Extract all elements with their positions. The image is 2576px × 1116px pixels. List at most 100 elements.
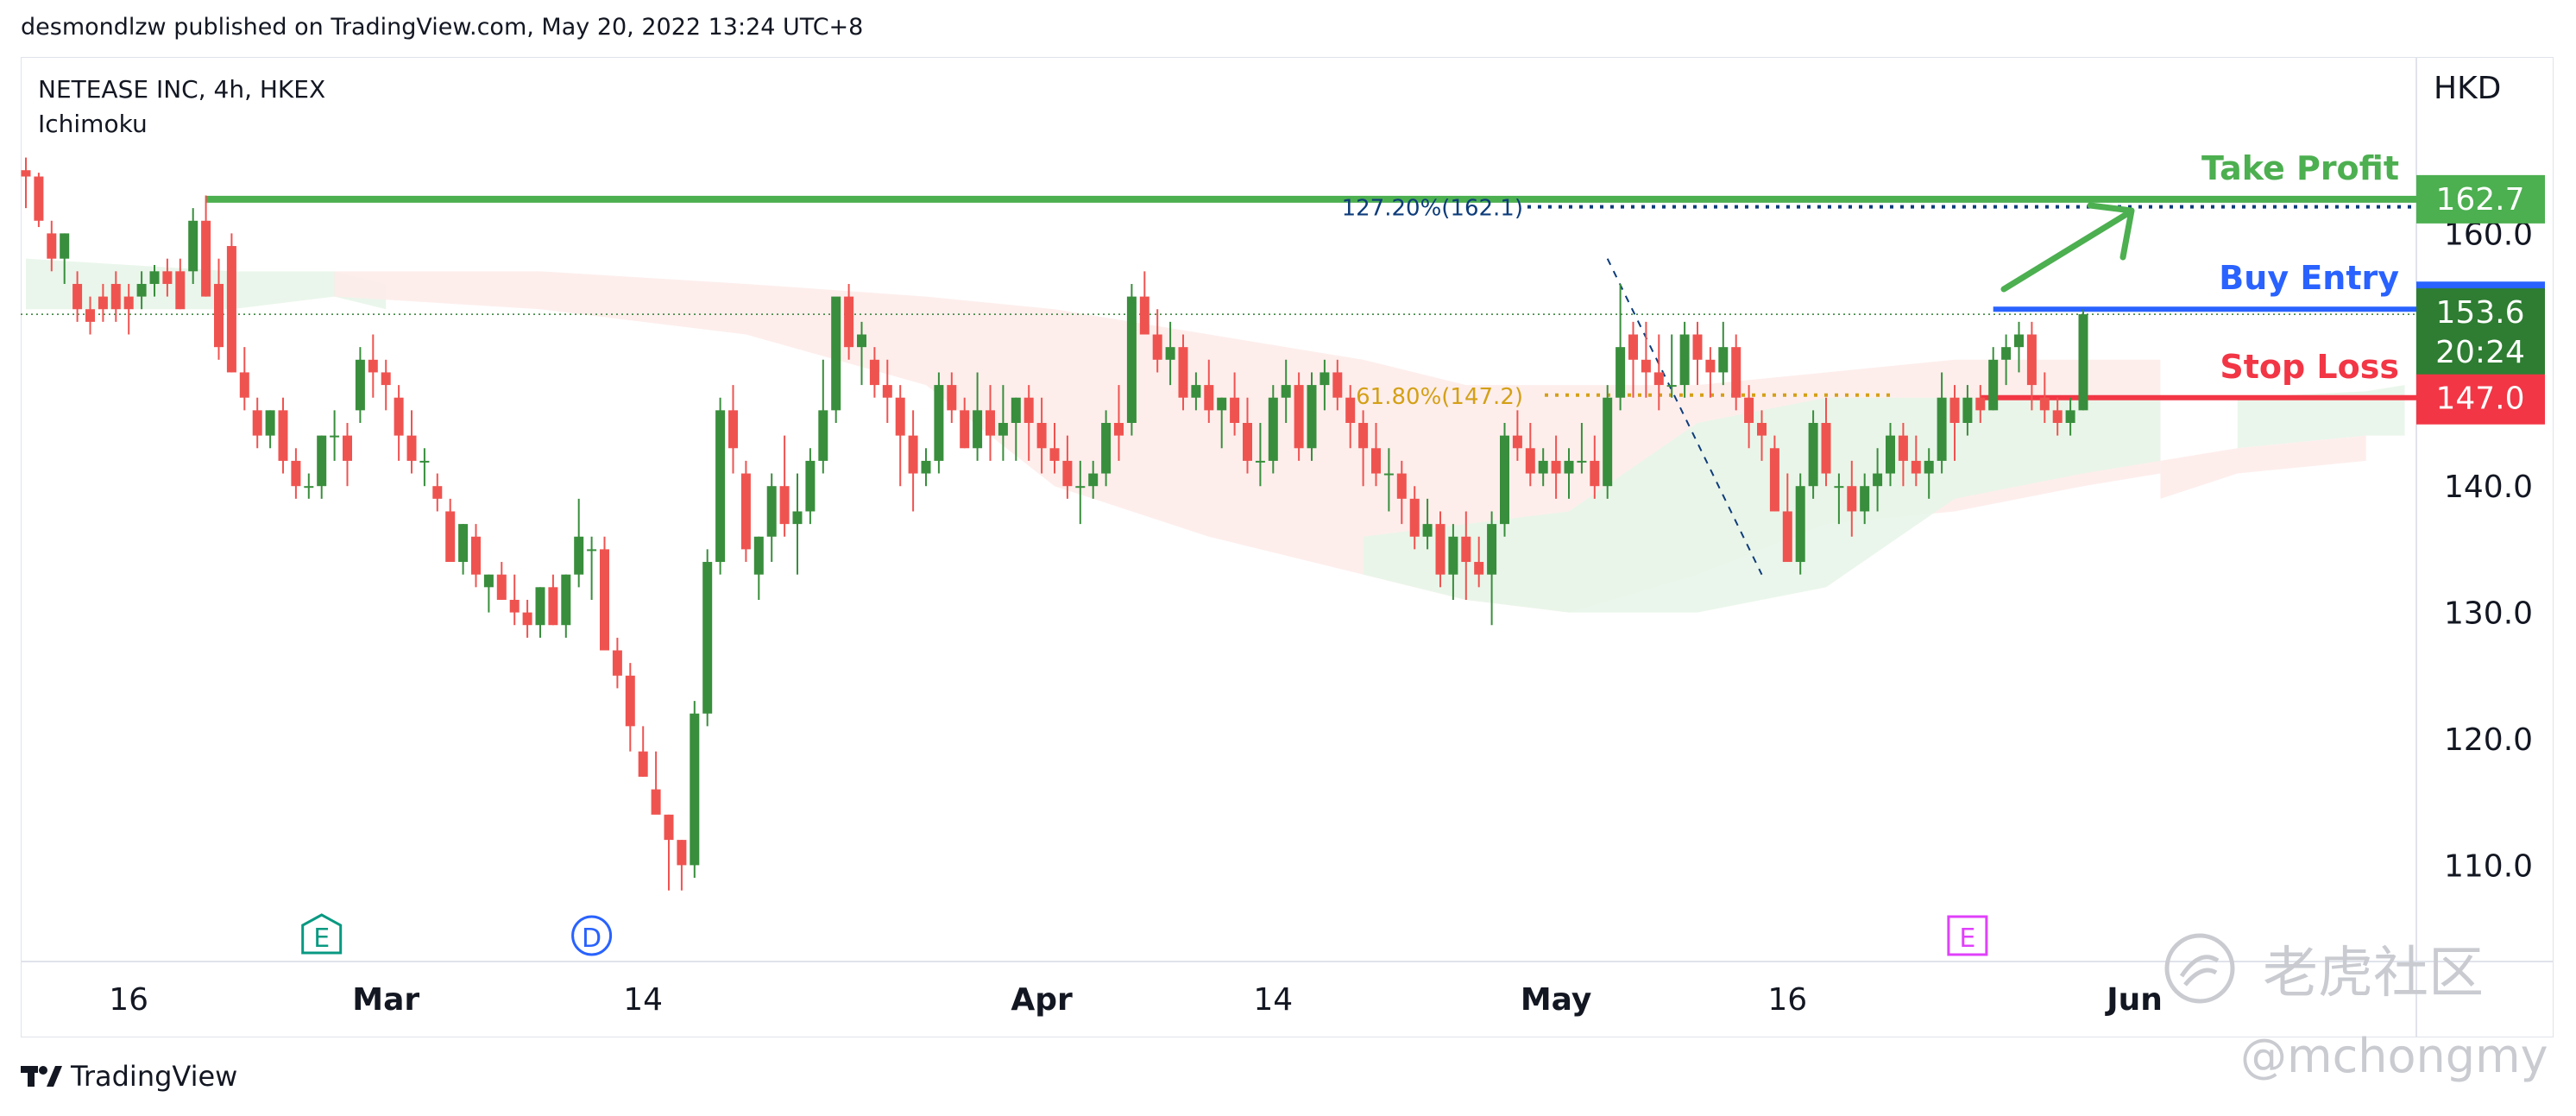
candlesticks [21, 157, 2088, 891]
candle [1782, 473, 1792, 563]
candle-body [496, 574, 507, 600]
candle-body [1834, 486, 1844, 489]
candle-body [2014, 334, 2024, 348]
candle-body [857, 334, 866, 348]
candle [1769, 435, 1779, 512]
candle-body [1525, 448, 1535, 474]
candle-body [483, 574, 494, 588]
candle-body [548, 587, 558, 626]
candle [1435, 511, 1445, 588]
last-price-tag-text: 153.6 [2435, 295, 2524, 331]
candle-body [47, 233, 57, 259]
candle-body [445, 511, 456, 563]
candle [690, 701, 700, 879]
candle [535, 587, 545, 638]
candle [1243, 397, 1252, 474]
candle [1049, 423, 1060, 474]
candle-body [677, 840, 687, 866]
candle-body [381, 372, 391, 386]
symbol-legend[interactable]: NETEASE INC, 4h, HKEX [38, 75, 326, 104]
candle [753, 536, 764, 600]
candle-body [1962, 397, 1973, 423]
candle [1345, 385, 1356, 449]
candle [702, 549, 713, 727]
tradingview-logo[interactable]: TradingView [21, 1060, 237, 1093]
candle [921, 448, 931, 487]
candle-body [509, 599, 520, 613]
candle [1319, 359, 1330, 411]
candle [1396, 460, 1407, 525]
candle-body [201, 220, 211, 297]
candle [947, 372, 957, 423]
candle-body [149, 271, 160, 284]
candle [1114, 385, 1124, 461]
candle [1126, 283, 1137, 436]
candle [715, 397, 726, 575]
candle [1847, 460, 1857, 537]
candle [1294, 372, 1304, 461]
y-tick-label: 130.0 [2444, 596, 2533, 632]
candle-body [2078, 314, 2088, 411]
candle-body [1126, 296, 1137, 423]
candle [1011, 397, 1021, 461]
candle [2001, 334, 2012, 386]
candle [1075, 460, 1086, 525]
stop-loss-label: Stop Loss [2220, 348, 2399, 386]
candle-body [1551, 460, 1561, 474]
candle-body [394, 397, 404, 436]
candle-body [1474, 562, 1484, 575]
candle [561, 574, 571, 638]
candle [857, 321, 866, 386]
take-profit-tag-text: 162.7 [2435, 182, 2524, 218]
take-profit-tag: 162.7 [2416, 174, 2545, 224]
candle [651, 751, 661, 815]
candle [1165, 321, 1175, 386]
candle-body [1152, 334, 1162, 360]
candle [368, 334, 378, 398]
candle-body [600, 549, 609, 651]
candle-body [1435, 524, 1445, 575]
candle [110, 271, 121, 322]
candle [1332, 359, 1343, 411]
candle [1383, 448, 1394, 512]
candle-body [535, 587, 545, 626]
marker-letter: D [582, 924, 601, 954]
candle-body [252, 410, 262, 436]
candle-body [1307, 385, 1317, 449]
candle [1474, 536, 1484, 588]
candle-body [123, 296, 134, 310]
candle-body [753, 536, 764, 575]
event-marker-e[interactable]: E [1947, 915, 1988, 956]
candle-body [1023, 397, 1034, 423]
event-marker-e[interactable]: E [301, 913, 343, 955]
candle-body [1512, 435, 1522, 449]
candle [175, 258, 186, 310]
candle [304, 473, 314, 499]
fib-trend-line [1606, 258, 1763, 576]
candle-body [869, 359, 879, 386]
candle-body [561, 574, 571, 626]
candle-body [1396, 473, 1407, 499]
candle [1500, 423, 1509, 537]
candle [419, 448, 430, 487]
candle-body [1062, 460, 1073, 487]
candle [60, 233, 70, 284]
candle-body [973, 410, 983, 449]
candle [1744, 385, 1754, 449]
event-marker-d[interactable]: D [571, 915, 613, 956]
y-tick-label: 110.0 [2444, 848, 2533, 884]
x-tick-label: Jun [2104, 982, 2163, 1018]
candle-body [921, 460, 931, 474]
candle-body [330, 435, 340, 438]
candle [638, 726, 648, 777]
candle-body [1577, 460, 1587, 463]
indicator-legend[interactable]: Ichimoku [38, 110, 148, 138]
publish-info: desmondlzw published on TradingView.com,… [21, 14, 864, 41]
candle [1358, 410, 1369, 487]
candle-body [908, 435, 918, 474]
candle [1692, 321, 1703, 386]
candle [2065, 397, 2075, 436]
candle-body [844, 296, 854, 348]
